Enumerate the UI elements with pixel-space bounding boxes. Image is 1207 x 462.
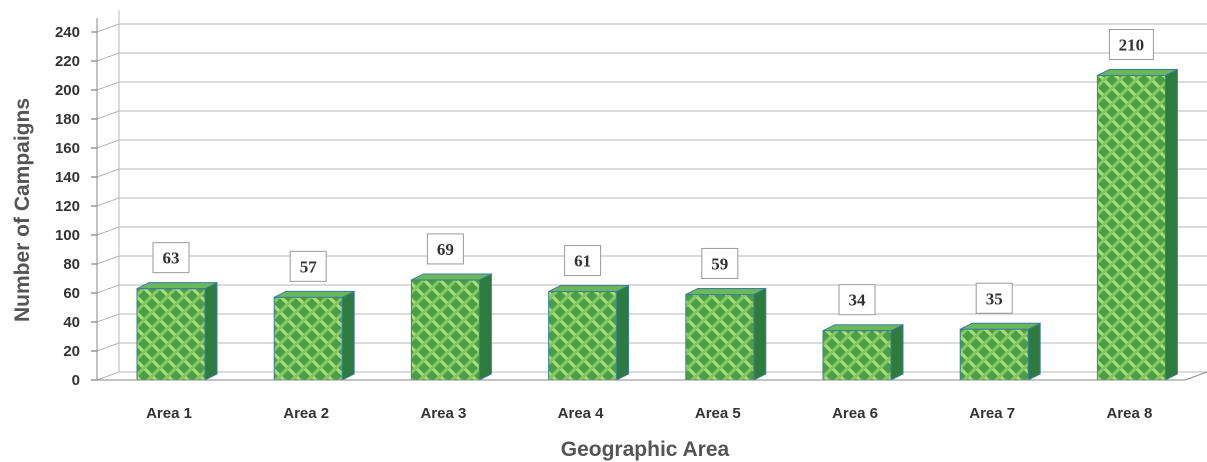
- y-tick-label: 80: [63, 256, 80, 273]
- bar-top: [1097, 70, 1177, 76]
- gridline-depth: [97, 198, 119, 206]
- y-tick-label: 40: [63, 314, 80, 331]
- y-tick-label: 120: [55, 198, 80, 215]
- bar-top: [274, 291, 354, 297]
- x-tick-label: Area 8: [1106, 405, 1152, 422]
- bar: 57: [274, 251, 354, 380]
- gridline-depth: [97, 314, 119, 322]
- bar-side: [479, 274, 491, 380]
- y-tick-label: 220: [55, 53, 80, 70]
- bar-front: [686, 294, 754, 380]
- y-tick-label: 240: [55, 24, 80, 41]
- bar-top: [549, 286, 629, 292]
- bar-front: [411, 280, 479, 380]
- bar: 34: [823, 285, 903, 380]
- bar-side: [205, 283, 217, 380]
- bar-top: [411, 274, 491, 280]
- y-axis: 0 20 40 60 80 100 120 140 160 180 200 220 240: [55, 18, 97, 389]
- x-tick-label: Area 5: [695, 405, 741, 422]
- gridline-depth: [97, 285, 119, 293]
- bar: 210: [1097, 30, 1177, 381]
- bar: 61: [549, 246, 629, 380]
- gridline-depth: [97, 227, 119, 235]
- bar-side: [754, 288, 766, 380]
- data-label: 34: [849, 291, 867, 310]
- x-tick-label: Area 6: [832, 405, 878, 422]
- bar-front: [960, 329, 1028, 380]
- bar-top: [960, 323, 1040, 329]
- data-label: 63: [163, 249, 180, 268]
- gridline-depth: [97, 111, 119, 119]
- data-label: 35: [986, 289, 1003, 308]
- bar: 35: [960, 283, 1040, 380]
- gridline-depth: [97, 53, 119, 61]
- bar-side: [1028, 323, 1040, 380]
- x-tick-label: Area 4: [558, 405, 605, 422]
- bar-front: [549, 292, 617, 380]
- x-tick-label: Area 7: [969, 405, 1015, 422]
- gridline-depth: [97, 256, 119, 264]
- bar-side: [1165, 70, 1177, 381]
- bar-top: [137, 283, 217, 289]
- gridline-depth: [97, 82, 119, 90]
- bar-front: [823, 331, 891, 380]
- y-tick-label: 180: [55, 111, 80, 128]
- bar-side: [617, 286, 629, 380]
- bar-side: [891, 325, 903, 380]
- bar: 59: [686, 248, 766, 380]
- data-label: 59: [711, 254, 728, 273]
- y-tick-label: 200: [55, 82, 80, 99]
- y-tick-label: 0: [72, 372, 80, 389]
- x-axis: Area 1 Area 2 Area 3 Area 4 Area 5 Area 6 Area…: [97, 372, 1207, 422]
- gridline-depth: [97, 140, 119, 148]
- gridline-depth: [97, 372, 119, 380]
- x-tick-label: Area 2: [283, 405, 329, 422]
- bar-side: [342, 291, 354, 380]
- y-tick-label: 160: [55, 140, 80, 157]
- gridline-depth: [97, 169, 119, 177]
- x-tick-label: Area 1: [146, 405, 192, 422]
- bar-front: [1097, 76, 1165, 381]
- data-label: 61: [574, 252, 591, 271]
- gridline-depth: [97, 343, 119, 351]
- bar-front: [274, 297, 342, 380]
- data-label: 210: [1119, 36, 1145, 55]
- x-tick-label: Area 3: [420, 405, 466, 422]
- y-tick-label: 100: [55, 227, 80, 244]
- y-axis-title: Number of Campaigns: [11, 98, 34, 322]
- floor-edge: [1185, 372, 1207, 380]
- data-label: 69: [437, 240, 454, 259]
- bar-top: [686, 288, 766, 294]
- bar: 63: [137, 243, 217, 380]
- gridline-depth: [97, 24, 119, 32]
- y-tick-label: 20: [63, 343, 80, 360]
- bar-top: [823, 325, 903, 331]
- data-label: 57: [300, 257, 318, 276]
- bar-front: [137, 289, 205, 380]
- y-tick-label: 140: [55, 169, 80, 186]
- y-tick-label: 60: [63, 285, 80, 302]
- x-axis-title: Geographic Area: [561, 438, 730, 461]
